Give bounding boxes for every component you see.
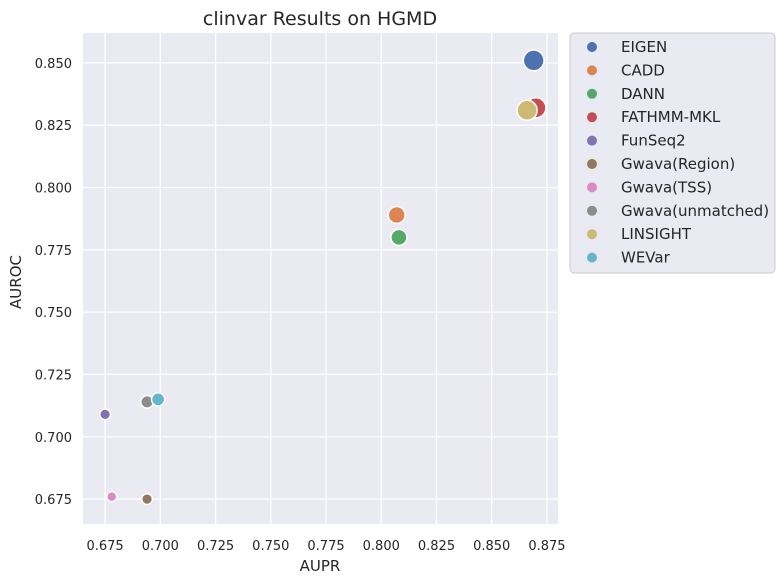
legend: EIGEN CADD DANN FATHMM-MKL FunSeq2 Gwava(Regi… xyxy=(569,32,776,274)
legend-label: FATHMM-MKL xyxy=(621,108,721,126)
y-tick-label: 0.800 xyxy=(35,182,72,197)
legend-marker xyxy=(587,159,597,169)
y-tick-label: 0.750 xyxy=(35,306,72,321)
legend-marker xyxy=(587,112,597,123)
x-tick-label: 0.775 xyxy=(307,539,344,554)
x-tick-label: 0.700 xyxy=(142,539,179,554)
legend-marker xyxy=(587,205,597,216)
chart-title: clinvar Results on HGMD xyxy=(203,8,437,30)
legend-marker xyxy=(587,182,597,193)
x-tick-label: 0.675 xyxy=(86,539,123,554)
legend-marker xyxy=(587,42,597,52)
legend-marker xyxy=(587,65,597,76)
data-points xyxy=(98,49,547,506)
y-tick-label: 0.850 xyxy=(35,57,72,72)
legend-label: Gwava(unmatched) xyxy=(621,202,769,220)
y-tick-label: 0.725 xyxy=(35,368,72,383)
data-point-funseq2 xyxy=(98,408,112,421)
legend-label: LINSIGHT xyxy=(621,225,692,243)
data-point-wevar xyxy=(150,392,166,407)
legend-label: CADD xyxy=(621,61,665,79)
data-point-cadd xyxy=(387,205,406,225)
x-tick-label: 0.800 xyxy=(363,539,400,554)
data-point-eigen xyxy=(522,49,545,72)
x-tick-label: 0.825 xyxy=(418,539,455,554)
data-point-linsight xyxy=(516,99,538,122)
legend-label: FunSeq2 xyxy=(621,132,686,150)
data-point-gwava-tss xyxy=(105,490,118,503)
legend-label: DANN xyxy=(621,85,665,103)
x-tick-label: 0.875 xyxy=(528,539,565,554)
y-axis-label: AUROC xyxy=(7,255,25,309)
legend-box xyxy=(569,32,776,274)
y-tick-label: 0.775 xyxy=(35,244,72,259)
x-axis-label: AUPR xyxy=(300,557,341,575)
legend-label: EIGEN xyxy=(621,38,667,56)
x-tick-label: 0.750 xyxy=(252,539,289,554)
y-tick-label: 0.700 xyxy=(35,431,72,446)
x-tick-label: 0.725 xyxy=(197,539,234,554)
grid xyxy=(83,33,558,524)
data-point-gwava-region xyxy=(140,492,154,506)
x-tick-label: 0.850 xyxy=(473,539,510,554)
legend-marker xyxy=(587,135,597,146)
plot-area xyxy=(83,33,558,524)
y-tick-label: 0.825 xyxy=(35,119,72,134)
legend-marker xyxy=(587,252,597,263)
tick-labels: 0.675 0.700 0.725 0.750 0.775 0.800 0.825 0.850… xyxy=(35,57,566,554)
legend-label: Gwava(TSS) xyxy=(621,178,712,196)
legend-label: WEVar xyxy=(621,249,671,267)
legend-label: Gwava(Region) xyxy=(621,155,735,173)
y-tick-label: 0.675 xyxy=(35,493,72,508)
data-point-dann xyxy=(390,228,408,247)
legend-marker xyxy=(587,229,597,240)
legend-marker xyxy=(587,88,597,99)
